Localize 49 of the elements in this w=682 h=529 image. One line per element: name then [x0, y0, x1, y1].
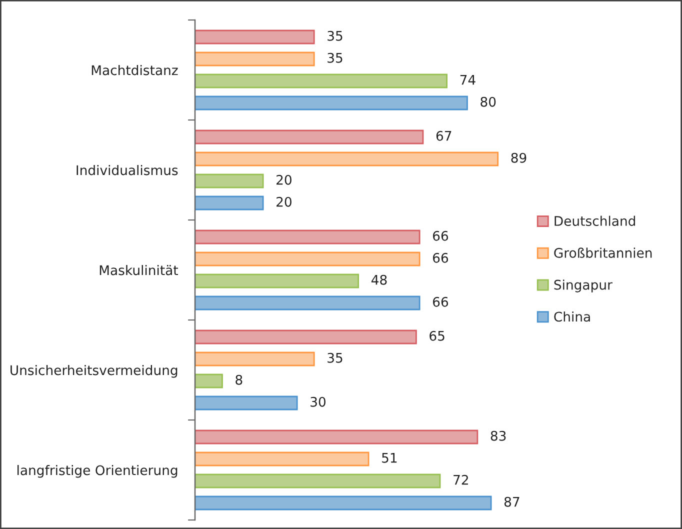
bar — [195, 396, 298, 410]
data-label: 74 — [460, 75, 476, 85]
bar — [195, 30, 315, 44]
bar — [195, 352, 315, 366]
data-label: 30 — [310, 396, 326, 407]
y-tick-label: langfristige Orientierung — [18, 464, 178, 478]
data-label: 66 — [433, 230, 448, 241]
bar — [195, 296, 420, 310]
legend-label: Deutschland — [554, 216, 636, 226]
data-label: 65 — [430, 330, 444, 341]
data-label: 89 — [511, 152, 526, 163]
data-label: 8 — [236, 374, 242, 385]
bar — [195, 330, 417, 344]
bar — [195, 74, 448, 88]
data-label: 67 — [436, 130, 452, 141]
data-label: 20 — [276, 174, 292, 185]
bar — [195, 374, 223, 388]
data-label: 35 — [328, 30, 342, 41]
data-label: 80 — [480, 96, 496, 107]
data-label: 48 — [371, 274, 387, 285]
data-label: 51 — [382, 453, 397, 463]
bar — [195, 196, 264, 210]
bar — [195, 496, 492, 510]
data-label: 20 — [276, 196, 292, 207]
bar — [195, 174, 264, 188]
y-tick-label: Individualismus — [76, 164, 178, 176]
data-label: 35 — [328, 52, 342, 63]
data-label: 72 — [454, 474, 468, 485]
legend-label: Großbritannien — [554, 248, 652, 258]
bar — [195, 274, 360, 288]
data-label: 66 — [433, 296, 448, 307]
y-tick-label: Maskulinität — [100, 264, 178, 276]
data-label: 66 — [433, 252, 448, 263]
y-tick-label: Machtdistanz — [92, 64, 178, 76]
bar — [195, 230, 420, 244]
legend-label: Singapur — [554, 280, 612, 292]
bar — [195, 474, 441, 488]
legend-label: China — [554, 311, 590, 322]
data-label: 83 — [490, 430, 506, 441]
bar — [195, 152, 499, 166]
bar — [195, 52, 315, 66]
bar — [195, 252, 420, 266]
bar — [195, 130, 424, 144]
data-label: 87 — [504, 496, 520, 507]
data-label: 35 — [328, 352, 342, 363]
bar — [195, 430, 478, 444]
y-tick-label: Unsicherheitsvermeidung — [10, 364, 178, 378]
bar — [195, 452, 370, 466]
bar — [195, 96, 468, 110]
